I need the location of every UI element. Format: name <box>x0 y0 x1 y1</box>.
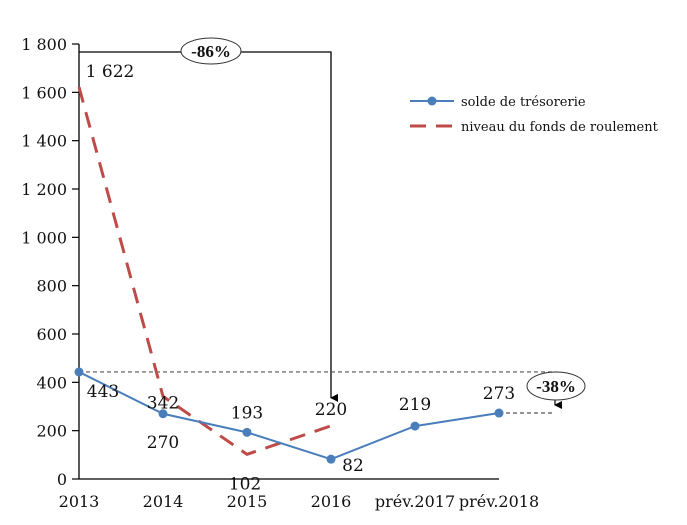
axes: 0 200 400 600 800 1 000 1 200 1 400 1 600 1 800 20… <box>21 35 539 511</box>
data-label-tresorerie: 273 <box>483 384 515 404</box>
data-label-tresorerie: 193 <box>231 403 263 423</box>
data-label-tresorerie: 443 <box>87 382 119 402</box>
y-tick-label: 800 <box>36 277 67 296</box>
data-point-tresorerie <box>410 421 420 431</box>
y-tick-label: 1 000 <box>21 228 67 247</box>
callout-label-86: -86% <box>191 42 231 61</box>
data-point-tresorerie <box>242 427 252 437</box>
y-tick-label: 1 600 <box>21 83 67 102</box>
y-tick-label: 1 400 <box>21 132 67 151</box>
data-point-tresorerie <box>74 367 84 377</box>
data-point-tresorerie <box>326 454 336 464</box>
bracket-arrow-86 <box>79 51 338 402</box>
y-tick-label: 200 <box>36 422 67 441</box>
data-point-tresorerie <box>494 408 504 418</box>
data-label-tresorerie: 219 <box>399 395 431 415</box>
y-tick-label: 1 800 <box>21 35 67 54</box>
x-tick-label: 2014 <box>143 492 184 511</box>
y-tick-label: 0 <box>57 470 67 489</box>
callout-label-38: -38% <box>536 377 576 396</box>
y-tick-label: 400 <box>36 373 67 392</box>
legend: solde de trésorerie niveau du fonds de ro… <box>410 95 659 135</box>
data-label-fonds-de-roulement: 1 622 <box>86 62 135 82</box>
legend-label-tresorerie: solde de trésorerie <box>461 95 586 110</box>
series-line-tresorerie <box>78 371 500 461</box>
legend-marker-tresorerie <box>427 96 437 106</box>
annotations: -86% -38% <box>79 37 586 414</box>
series-line-fonds-de-roulement <box>77 86 332 457</box>
x-tick-label: 2013 <box>59 492 100 511</box>
x-tick-label: 2015 <box>227 492 268 511</box>
x-tick-label: 2016 <box>311 492 352 511</box>
x-tick-label: prév.2017 <box>375 492 455 511</box>
data-label-tresorerie: 270 <box>147 433 179 453</box>
data-label-fonds-de-roulement: 102 <box>229 474 261 494</box>
x-tick-label: prév.2018 <box>459 492 539 511</box>
data-label-fonds-de-roulement: 220 <box>315 400 347 420</box>
legend-label-fonds-de-roulement: niveau du fonds de roulement <box>461 120 659 135</box>
series-layer <box>74 86 504 464</box>
callout-ellipse-86 <box>180 37 242 65</box>
y-tick-label: 600 <box>36 325 67 344</box>
y-tick-label: 1 200 <box>21 180 67 199</box>
data-point-tresorerie <box>158 409 168 419</box>
data-label-tresorerie: 82 <box>342 456 364 476</box>
data-label-fonds-de-roulement: 342 <box>147 393 179 413</box>
callout-ellipse-38 <box>526 371 586 401</box>
data-labels: 443 270 193 82 219 273 1 622 342 102 220 <box>86 62 516 494</box>
